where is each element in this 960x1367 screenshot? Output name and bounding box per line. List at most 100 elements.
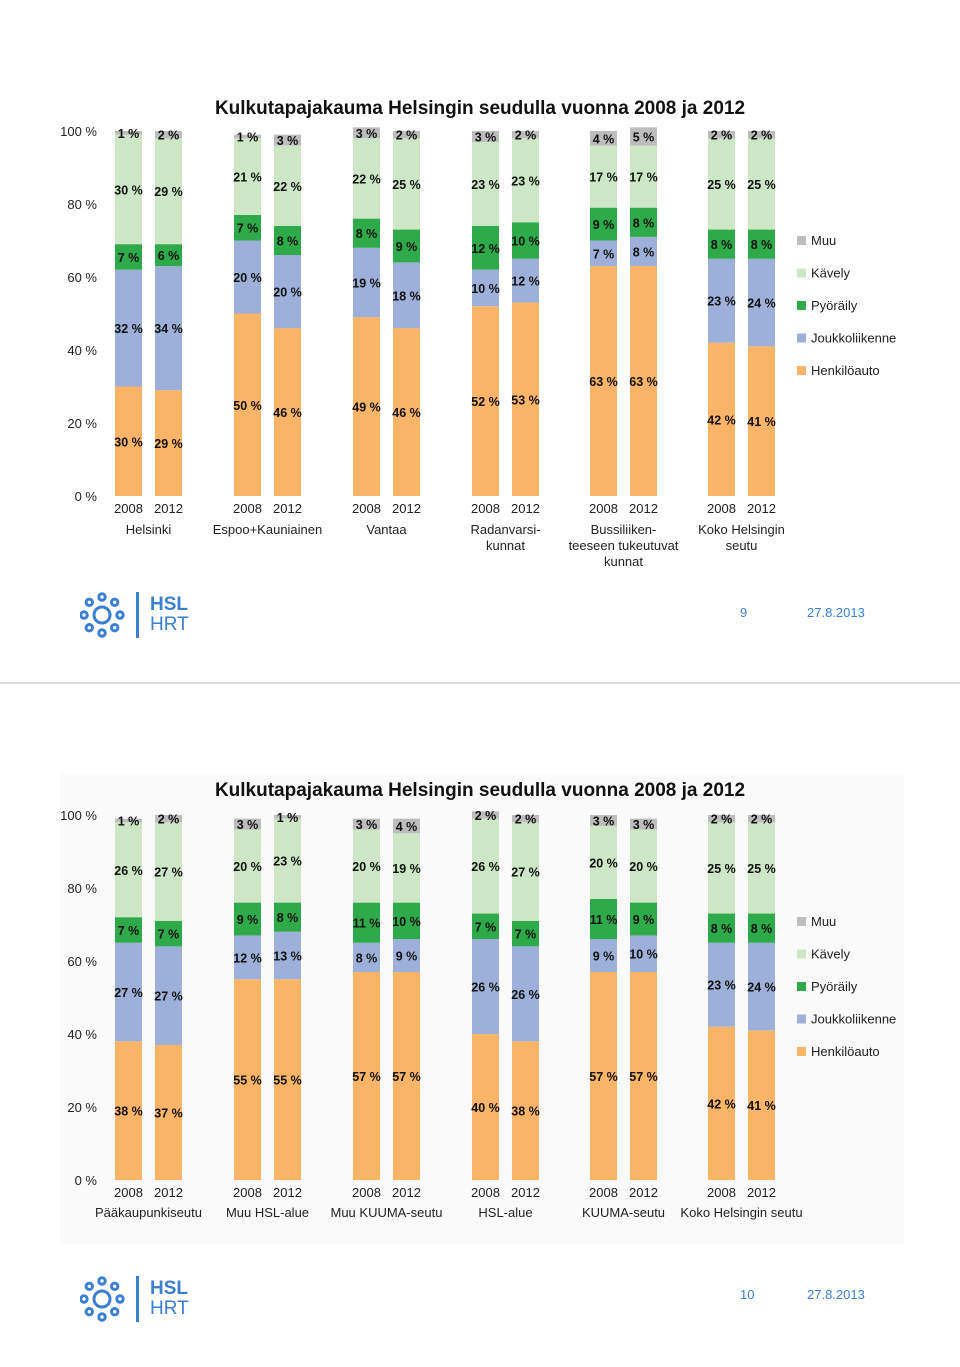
legend-label: Joukkoliikenne bbox=[811, 1012, 896, 1027]
bar-segment-kävely bbox=[708, 138, 735, 230]
data-label: 9 % bbox=[396, 240, 418, 254]
bar-segment-muu bbox=[630, 127, 657, 146]
x-category-label: seutu bbox=[726, 538, 758, 553]
data-label: 8 % bbox=[751, 238, 773, 252]
legend-label: Kävely bbox=[811, 266, 851, 281]
data-label: 57 % bbox=[352, 1070, 381, 1084]
bar-segment-joukkoliikenne bbox=[274, 255, 301, 329]
data-label: 63 % bbox=[589, 375, 618, 389]
legend-label: Muu bbox=[811, 233, 836, 248]
legend-swatch bbox=[797, 982, 806, 991]
x-year-label: 2012 bbox=[392, 501, 421, 516]
logo-text-hrt: HRT bbox=[150, 1298, 189, 1319]
data-label: 27 % bbox=[114, 986, 143, 1000]
data-label: 8 % bbox=[711, 238, 733, 252]
bar-segment-pyöräily bbox=[748, 913, 775, 943]
bar-segment-kävely bbox=[353, 138, 380, 219]
data-label: 46 % bbox=[273, 406, 302, 420]
x-year-label: 2008 bbox=[233, 1185, 262, 1200]
bar-segment-pyöräily bbox=[155, 920, 182, 947]
bar-segment-muu bbox=[708, 815, 735, 823]
bar-segment-pyöräily bbox=[234, 214, 261, 241]
bar-segment-muu bbox=[155, 131, 182, 139]
hsl-logo: HSL HRT bbox=[80, 1276, 200, 1322]
data-label: 50 % bbox=[233, 399, 262, 413]
data-label: 17 % bbox=[589, 171, 618, 185]
bar-segment-joukkoliikenne bbox=[353, 942, 380, 972]
data-label: 8 % bbox=[356, 951, 378, 965]
data-label: 8 % bbox=[633, 245, 655, 259]
bar-segment-kävely bbox=[748, 138, 775, 230]
data-label: 9 % bbox=[633, 913, 655, 927]
bar-segment-muu bbox=[155, 815, 182, 823]
bar-segment-henkilöauto bbox=[590, 266, 617, 496]
bar-segment-joukkoliikenne bbox=[630, 935, 657, 972]
data-label: 25 % bbox=[707, 178, 736, 192]
bar-segment-muu bbox=[512, 131, 539, 139]
bar-segment-henkilöauto bbox=[708, 1026, 735, 1180]
data-label: 1 % bbox=[118, 814, 140, 828]
data-label: 2 % bbox=[711, 813, 733, 827]
bar-segment-muu bbox=[748, 131, 775, 139]
x-year-label: 2012 bbox=[511, 1185, 540, 1200]
bar-segment-kävely bbox=[234, 138, 261, 215]
hsl-sun-icon bbox=[80, 592, 139, 638]
x-category-label: Pääkaupunkiseutu bbox=[95, 1205, 202, 1220]
data-label: 46 % bbox=[392, 406, 421, 420]
bar-segment-pyöräily bbox=[748, 229, 775, 259]
bar-segment-joukkoliikenne bbox=[748, 258, 775, 347]
logo-text-hrt: HRT bbox=[150, 614, 189, 635]
y-tick-label: 20 % bbox=[67, 416, 97, 431]
bar-segment-muu bbox=[590, 131, 617, 146]
x-year-label: 2008 bbox=[707, 1185, 736, 1200]
bar-segment-henkilöauto bbox=[115, 1041, 142, 1180]
data-label: 10 % bbox=[392, 915, 421, 929]
bar-segment-kävely bbox=[234, 829, 261, 903]
bar-segment-kävely bbox=[708, 822, 735, 914]
bar-segment-henkilöauto bbox=[512, 1041, 539, 1180]
data-label: 8 % bbox=[633, 216, 655, 230]
data-label: 1 % bbox=[118, 127, 140, 141]
x-year-label: 2008 bbox=[114, 501, 143, 516]
bar-segment-pyöräily bbox=[472, 225, 499, 270]
bar-segment-pyöräily bbox=[512, 920, 539, 947]
data-label: 7 % bbox=[237, 222, 259, 236]
bar-segment-kävely bbox=[512, 138, 539, 223]
x-category-label: kunnat bbox=[604, 554, 643, 569]
data-label: 10 % bbox=[629, 948, 658, 962]
bar-segment-henkilöauto bbox=[353, 317, 380, 496]
data-label: 25 % bbox=[747, 862, 776, 876]
bar-segment-muu bbox=[512, 815, 539, 823]
data-label: 9 % bbox=[593, 950, 615, 964]
x-category-label: kunnat bbox=[486, 538, 525, 553]
data-label: 23 % bbox=[471, 178, 500, 192]
bar-segment-joukkoliikenne bbox=[512, 946, 539, 1042]
slide-date: 27.8.2013 bbox=[807, 605, 865, 620]
bar-segment-henkilöauto bbox=[115, 386, 142, 496]
bar-segment-henkilöauto bbox=[234, 313, 261, 496]
data-label: 25 % bbox=[392, 178, 421, 192]
data-label: 6 % bbox=[158, 249, 180, 263]
data-label: 23 % bbox=[273, 855, 302, 869]
data-label: 57 % bbox=[629, 1070, 658, 1084]
data-label: 10 % bbox=[471, 282, 500, 296]
legend-label: Pyöräily bbox=[811, 979, 858, 994]
bar-segment-pyöräily bbox=[512, 222, 539, 259]
data-label: 2 % bbox=[158, 129, 180, 143]
bar-segment-pyöräily bbox=[708, 229, 735, 259]
bar-segment-henkilöauto bbox=[630, 266, 657, 496]
x-year-label: 2012 bbox=[154, 1185, 183, 1200]
data-label: 7 % bbox=[158, 928, 180, 942]
legend-swatch bbox=[797, 366, 806, 375]
legend-label: Henkilöauto bbox=[811, 363, 880, 378]
x-year-label: 2008 bbox=[233, 501, 262, 516]
logo-text-hsl: HSL bbox=[150, 1278, 188, 1299]
data-label: 3 % bbox=[475, 130, 497, 144]
page-number: 10 bbox=[740, 1287, 755, 1302]
data-label: 41 % bbox=[747, 415, 776, 429]
data-label: 9 % bbox=[237, 913, 259, 927]
x-year-label: 2012 bbox=[392, 1185, 421, 1200]
x-year-label: 2012 bbox=[273, 1185, 302, 1200]
bar-segment-joukkoliikenne bbox=[155, 266, 182, 391]
bar-segment-kävely bbox=[512, 822, 539, 921]
